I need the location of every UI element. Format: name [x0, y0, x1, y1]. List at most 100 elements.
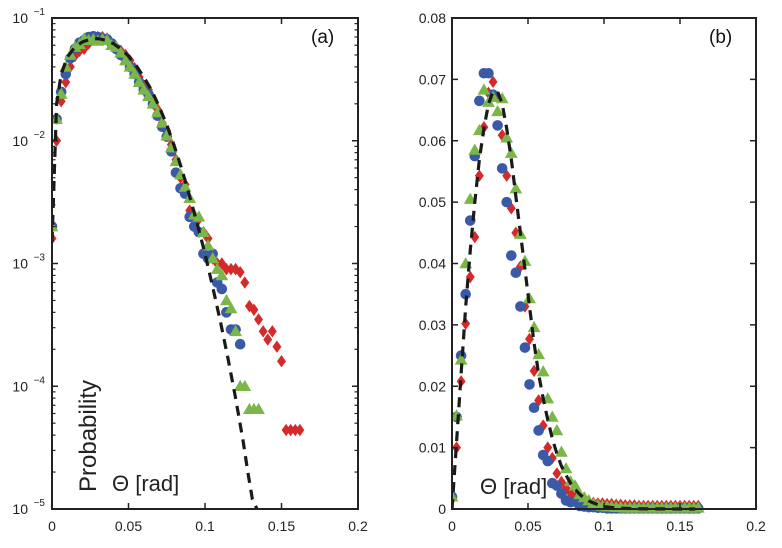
panel-b-point-diamond: [488, 75, 498, 89]
panel-a-point-diamond: [272, 340, 282, 353]
panel-b-point-circle: [533, 425, 544, 436]
panel-b-point-triangle: [495, 92, 509, 104]
panel-b-point-triangle: [500, 131, 514, 143]
panel-a-xtick-label: 0.2: [348, 518, 368, 534]
panel-b-marks: [452, 67, 705, 514]
panel-a-point-diamond: [61, 75, 71, 89]
panel-b-xtick-label: 0.15: [666, 518, 693, 534]
panel-a-point-triangle: [137, 83, 151, 95]
panel-b-ytick-label: 0.08: [419, 10, 446, 26]
panel-a-point-diamond: [281, 423, 291, 437]
panel-a: 0 0.05 0.1 0.15 0.210−110−210−310−410−5 (a) …: [12, 7, 368, 534]
panel-a-point-diamond: [254, 313, 264, 326]
panel-a-point-triangle: [238, 379, 252, 392]
panel-a-series-triangle: [52, 32, 265, 415]
panel-b-point-circle: [501, 196, 513, 208]
panel-a-point-triangle: [224, 302, 238, 314]
panel-b-point-circle: [474, 95, 485, 107]
panel-a-point-diamond: [258, 325, 268, 338]
panel-a-xtick-label: 0.1: [195, 518, 215, 534]
panel-b-xtick-label: 0.05: [514, 518, 541, 534]
panel-b-point-triangle: [509, 182, 523, 194]
panel-a-point-triangle: [114, 46, 128, 58]
panel-b-ytick-label: 0: [438, 501, 446, 517]
panel-b-series-triangle: [452, 83, 705, 513]
panel-a-point-triangle: [197, 225, 210, 237]
panel-a-point-triangle: [160, 129, 174, 141]
panel-a-xtick-label: 0.05: [115, 518, 142, 534]
panel-a-point-diamond: [263, 333, 273, 346]
panel-a-ytick-label: 10: [12, 133, 28, 149]
panel-a-point-diamond: [277, 354, 286, 368]
panel-a-point-diamond: [290, 423, 300, 437]
panel-a-ytick-exponent: −2: [34, 130, 46, 141]
panel-b-ytick-label: 0.07: [419, 71, 446, 87]
panel-b-point-triangle: [536, 365, 550, 377]
panel-b-xtick-label: 0: [448, 518, 456, 534]
panel-b-point-triangle: [452, 490, 459, 502]
panel-b-point-circle: [542, 455, 554, 467]
panel-a-ytick-label: 10: [12, 10, 28, 26]
panel-a-point-circle: [234, 338, 246, 350]
panel-b-point-circle: [496, 163, 508, 174]
panel-b-point-circle: [551, 480, 563, 491]
panel-a-label: (a): [311, 27, 334, 48]
panel-b-point-triangle: [454, 353, 468, 365]
panel-a-ytick-exponent: −4: [34, 375, 46, 386]
panel-b-ytick-label: 0.01: [419, 440, 446, 456]
panel-b-point-triangle: [532, 347, 546, 360]
panel-a-ytick-label: 10: [12, 256, 28, 272]
panel-a-point-circle: [216, 283, 228, 295]
panel-b-label: (b): [709, 27, 732, 48]
panel-b-plot-area: [452, 67, 705, 514]
panel-b-point-circle: [483, 67, 494, 79]
panel-b-fit-line: [452, 89, 696, 511]
panel-b-ytick-label: 0.05: [419, 194, 446, 210]
panel-b-point-circle: [492, 120, 503, 131]
panel-a-xtick-label: 0: [48, 518, 56, 534]
panel-a-xlabel: Θ [rad]: [112, 471, 179, 496]
panel-b-ytick-label: 0.03: [419, 317, 446, 333]
panel-b-point-circle: [460, 288, 471, 300]
panel-b-point-triangle: [568, 479, 582, 491]
panel-b-ytick-label: 0.04: [419, 256, 446, 272]
panel-b-point-circle: [515, 301, 526, 312]
panel-b-point-diamond: [511, 226, 521, 240]
panel-b-xlabel: Θ [rad]: [480, 474, 547, 499]
panel-a-point-triangle: [119, 54, 132, 66]
panel-a-ticks: 0 0.05 0.1 0.15 0.2 10 −1 10 −2 10 −3 10 −4 10 −5: [12, 7, 368, 534]
panel-a-point-triangle: [132, 75, 146, 87]
panel-a-marks: [52, 30, 305, 510]
panel-a-point-diamond: [267, 325, 277, 338]
panel-b-ytick-label: 0.02: [419, 378, 446, 394]
panel-b-point-triangle: [550, 424, 564, 436]
panel-a-point-triangle: [141, 89, 155, 102]
panel-a-point-diamond: [295, 423, 305, 437]
panel-a-point-diamond: [226, 262, 236, 276]
panel-a-ytick-label: 10: [12, 501, 28, 517]
panel-a-ytick-exponent: −3: [34, 253, 46, 264]
panel-a-series-diamond: [52, 30, 305, 437]
panel-b-point-circle: [505, 250, 517, 261]
panel-a-point-triangle: [178, 180, 192, 192]
panel-b-xtick-label: 0.1: [594, 518, 614, 534]
panel-a-point-triangle: [215, 268, 229, 281]
panel-a-point-triangle: [210, 262, 224, 274]
panel-a-point-diamond: [286, 423, 296, 437]
panel-b-ytick-label: 0.06: [419, 133, 446, 149]
panel-b-ticks: 0 0.05 0.1 0.15 0.2 0 0.01 0.02 0.03 0.04 0.05 0.06…: [419, 10, 766, 534]
panel-a-series-circle: [52, 30, 246, 350]
panel-a-point-triangle: [54, 87, 68, 99]
panel-b-point-triangle: [504, 146, 518, 158]
panel-b-point-circle: [519, 342, 531, 353]
panel-a-fit-line: [52, 36, 259, 510]
panel-b-point-circle: [528, 402, 540, 414]
panel-a-point-diamond: [240, 276, 250, 289]
panel-b-point-triangle: [477, 83, 491, 95]
panel-b-series-diamond: [452, 75, 703, 513]
panel-a-point-triangle: [192, 210, 206, 222]
panel-b-point-triangle: [555, 445, 568, 457]
panel-a-point-triangle: [252, 402, 265, 415]
panel-a-point-diamond: [217, 257, 227, 270]
